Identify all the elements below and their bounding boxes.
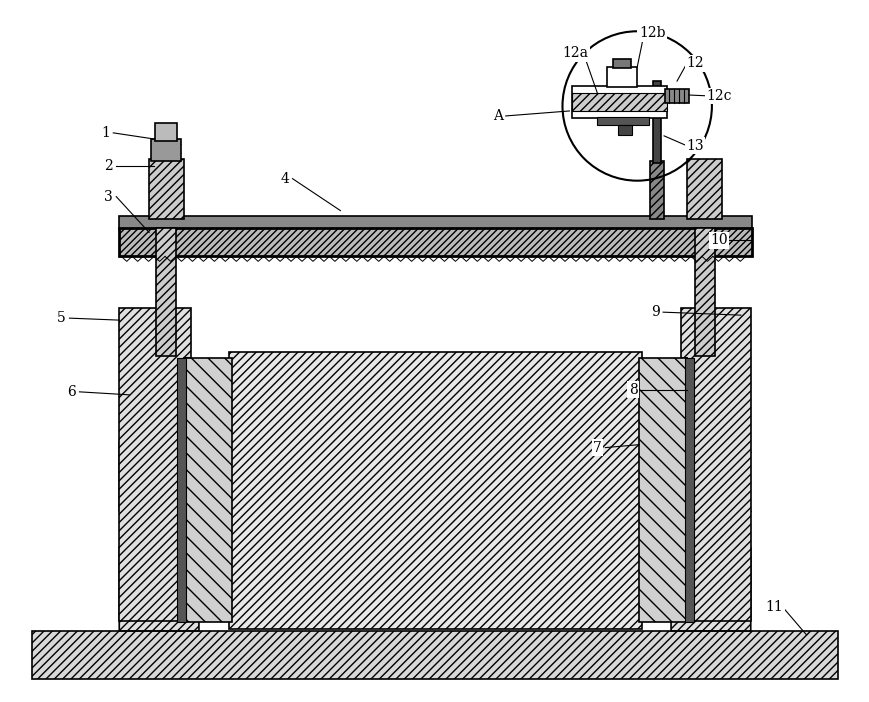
Text: 4: 4 (280, 172, 289, 186)
Bar (156, 228, 176, 356)
Bar (618, 125, 632, 135)
Text: 12: 12 (686, 56, 703, 70)
Bar (149, 159, 183, 218)
Polygon shape (119, 308, 191, 621)
Text: 12b: 12b (638, 26, 665, 40)
Bar (653, 81, 660, 163)
Bar (155, 123, 176, 141)
Text: 1: 1 (101, 126, 109, 140)
Text: 13: 13 (686, 139, 703, 153)
Bar (119, 216, 751, 230)
Text: 5: 5 (57, 311, 66, 325)
Bar (664, 89, 688, 103)
Bar (607, 67, 636, 87)
Bar (694, 228, 714, 356)
Text: 6: 6 (67, 385, 76, 399)
Bar (572, 93, 667, 111)
Bar (649, 161, 663, 218)
Polygon shape (636, 365, 750, 631)
Text: 12a: 12a (561, 46, 587, 60)
Bar (687, 159, 721, 218)
Bar (613, 59, 631, 68)
Bar (639, 358, 687, 622)
Bar (119, 228, 751, 256)
Text: A: A (492, 109, 502, 123)
Polygon shape (119, 365, 238, 631)
Bar (151, 139, 181, 161)
Bar (684, 358, 693, 622)
Bar (572, 86, 667, 118)
Text: 9: 9 (650, 305, 659, 319)
Text: 12c: 12c (706, 89, 731, 103)
Bar (176, 358, 186, 622)
Text: 10: 10 (709, 234, 726, 247)
Bar (183, 358, 231, 622)
Text: 8: 8 (628, 383, 637, 397)
Polygon shape (680, 308, 750, 621)
Text: 3: 3 (103, 190, 113, 204)
Text: 2: 2 (103, 159, 113, 173)
Bar (597, 117, 648, 125)
Bar (229, 352, 641, 629)
Text: 7: 7 (593, 441, 601, 455)
Text: 11: 11 (765, 600, 783, 614)
Bar (31, 631, 838, 679)
